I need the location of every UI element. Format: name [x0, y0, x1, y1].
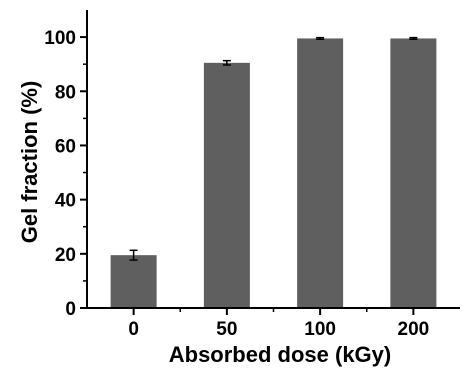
x-tick-label: 200 — [398, 319, 430, 340]
bar — [297, 38, 344, 308]
x-axis-label: Absorbed dose (kGy) — [169, 342, 391, 367]
x-tick-label: 0 — [128, 319, 139, 340]
y-ticks: 0 20 40 60 80 100 — [44, 28, 87, 320]
y-tick-label: 60 — [55, 136, 76, 157]
errorbars-layer — [129, 36, 418, 261]
bar — [203, 62, 250, 309]
x-tick-label: 50 — [216, 319, 237, 340]
bars-layer — [110, 38, 437, 309]
y-tick-label: 80 — [55, 82, 76, 103]
bar — [110, 255, 157, 308]
y-tick-label: 40 — [55, 191, 76, 212]
x-tick-label: 100 — [304, 319, 336, 340]
y-tick-label: 100 — [44, 28, 76, 49]
bar — [390, 38, 437, 308]
y-axis-label: Gel fraction (%) — [17, 81, 42, 244]
x-ticks: 0 50 100 200 — [128, 308, 429, 340]
y-tick-label: 0 — [65, 299, 76, 320]
y-tick-label: 20 — [55, 245, 76, 266]
